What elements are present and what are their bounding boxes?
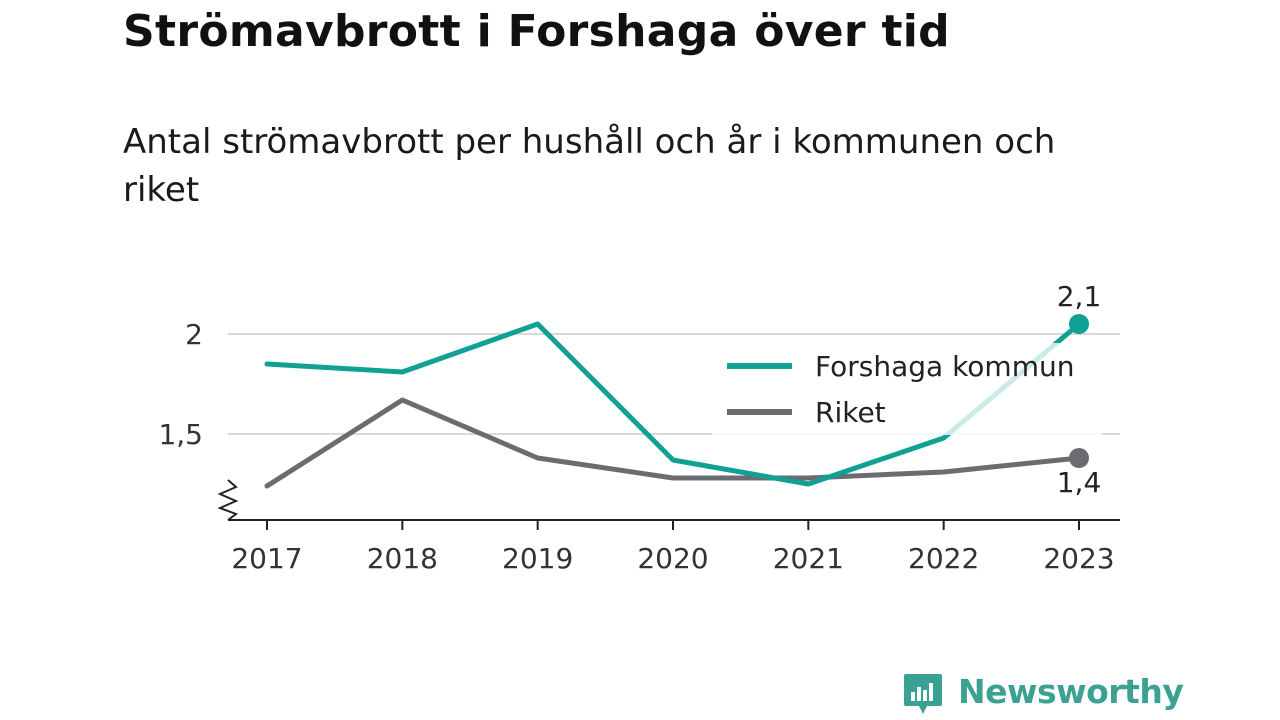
x-tick-label: 2021	[773, 542, 844, 575]
series-line-forshaga	[264, 321, 1082, 487]
newsworthy-brand: Newsworthy	[903, 670, 1184, 716]
x-tick-label: 2018	[367, 542, 438, 575]
y-tick-label: 2	[185, 318, 203, 351]
legend-background	[712, 343, 1102, 435]
series-line-riket	[264, 397, 1082, 489]
y-tick-labels: 1,52	[158, 318, 203, 451]
x-axis	[217, 479, 1120, 530]
end-marker-riket	[1069, 448, 1089, 468]
chart-subtitle: Antal strömavbrott per hushåll och år i …	[123, 122, 1056, 210]
series-end-markers: 2,1 1,4	[1057, 280, 1102, 499]
x-tick-label: 2017	[231, 542, 302, 575]
x-tick-label: 2020	[637, 542, 708, 575]
x-tick-label: 2023	[1043, 542, 1114, 575]
series-lines	[264, 321, 1082, 489]
end-marker-forshaga	[1069, 314, 1089, 334]
legend: Forshaga kommun Riket	[712, 343, 1102, 435]
end-label-riket: 1,4	[1057, 466, 1102, 499]
legend-label: Riket	[815, 396, 886, 429]
x-tick-label: 2019	[502, 542, 573, 575]
newsworthy-logo-icon	[904, 674, 942, 714]
brand-name: Newsworthy	[958, 672, 1184, 711]
x-tick-label: 2022	[908, 542, 979, 575]
y-tick-label: 1,5	[158, 418, 203, 451]
chart-title: Strömavbrott i Forshaga över tid	[123, 6, 950, 57]
end-label-forshaga: 2,1	[1057, 280, 1102, 313]
axis-break-marker	[217, 479, 239, 521]
legend-label: Forshaga kommun	[815, 350, 1074, 383]
x-tick-labels: 2017 2018 2019 2020 2021 2022 2023	[231, 542, 1114, 575]
